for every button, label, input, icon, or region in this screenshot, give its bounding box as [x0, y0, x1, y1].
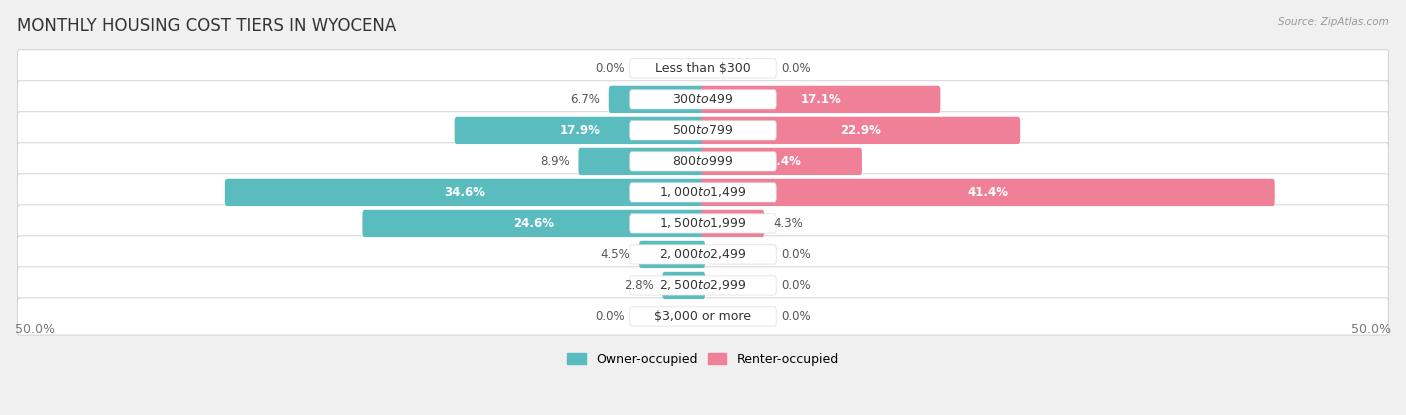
Text: Source: ZipAtlas.com: Source: ZipAtlas.com [1278, 17, 1389, 27]
FancyBboxPatch shape [17, 298, 1389, 335]
FancyBboxPatch shape [630, 90, 776, 109]
FancyBboxPatch shape [662, 272, 704, 299]
FancyBboxPatch shape [578, 148, 704, 175]
FancyBboxPatch shape [17, 143, 1389, 180]
Text: 22.9%: 22.9% [841, 124, 882, 137]
Text: 11.4%: 11.4% [761, 155, 801, 168]
FancyBboxPatch shape [17, 267, 1389, 304]
FancyBboxPatch shape [630, 183, 776, 202]
Text: $2,500 to $2,999: $2,500 to $2,999 [659, 278, 747, 293]
FancyBboxPatch shape [17, 236, 1389, 273]
FancyBboxPatch shape [630, 245, 776, 264]
Text: $500 to $799: $500 to $799 [672, 124, 734, 137]
Text: 50.0%: 50.0% [1351, 323, 1391, 336]
FancyBboxPatch shape [17, 81, 1389, 118]
FancyBboxPatch shape [630, 307, 776, 326]
Text: 41.4%: 41.4% [967, 186, 1008, 199]
Text: 2.8%: 2.8% [624, 279, 654, 292]
FancyBboxPatch shape [225, 179, 704, 206]
Text: $2,000 to $2,499: $2,000 to $2,499 [659, 247, 747, 261]
Legend: Owner-occupied, Renter-occupied: Owner-occupied, Renter-occupied [562, 348, 844, 371]
FancyBboxPatch shape [702, 179, 1275, 206]
Text: 0.0%: 0.0% [782, 248, 811, 261]
FancyBboxPatch shape [17, 50, 1389, 87]
Text: $1,500 to $1,999: $1,500 to $1,999 [659, 216, 747, 230]
Text: 0.0%: 0.0% [782, 62, 811, 75]
Text: 4.3%: 4.3% [773, 217, 803, 230]
Text: 17.9%: 17.9% [560, 124, 600, 137]
Text: 24.6%: 24.6% [513, 217, 554, 230]
Text: Less than $300: Less than $300 [655, 62, 751, 75]
Text: 0.0%: 0.0% [595, 62, 624, 75]
Text: $1,000 to $1,499: $1,000 to $1,499 [659, 186, 747, 199]
FancyBboxPatch shape [609, 86, 704, 113]
Text: $800 to $999: $800 to $999 [672, 155, 734, 168]
Text: 8.9%: 8.9% [540, 155, 569, 168]
FancyBboxPatch shape [702, 117, 1021, 144]
FancyBboxPatch shape [17, 174, 1389, 211]
Text: 6.7%: 6.7% [569, 93, 600, 106]
FancyBboxPatch shape [630, 59, 776, 78]
FancyBboxPatch shape [638, 241, 704, 268]
Text: 50.0%: 50.0% [15, 323, 55, 336]
FancyBboxPatch shape [17, 205, 1389, 242]
Text: 4.5%: 4.5% [600, 248, 630, 261]
Text: 0.0%: 0.0% [782, 279, 811, 292]
Text: 0.0%: 0.0% [782, 310, 811, 323]
FancyBboxPatch shape [630, 152, 776, 171]
Text: 0.0%: 0.0% [595, 310, 624, 323]
FancyBboxPatch shape [17, 112, 1389, 149]
FancyBboxPatch shape [630, 214, 776, 233]
FancyBboxPatch shape [454, 117, 704, 144]
FancyBboxPatch shape [363, 210, 704, 237]
Text: MONTHLY HOUSING COST TIERS IN WYOCENA: MONTHLY HOUSING COST TIERS IN WYOCENA [17, 17, 396, 34]
FancyBboxPatch shape [702, 86, 941, 113]
FancyBboxPatch shape [630, 121, 776, 140]
Text: $300 to $499: $300 to $499 [672, 93, 734, 106]
Text: 34.6%: 34.6% [444, 186, 485, 199]
FancyBboxPatch shape [702, 210, 765, 237]
FancyBboxPatch shape [702, 148, 862, 175]
Text: $3,000 or more: $3,000 or more [655, 310, 751, 323]
FancyBboxPatch shape [630, 276, 776, 295]
Text: 17.1%: 17.1% [800, 93, 841, 106]
